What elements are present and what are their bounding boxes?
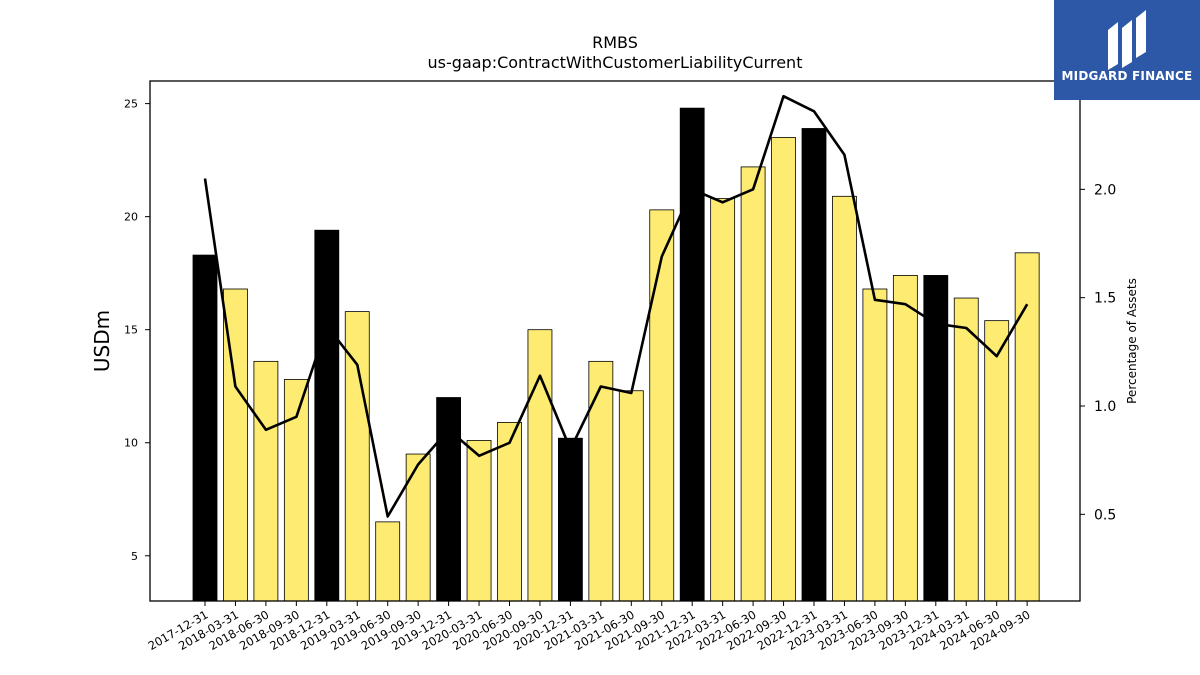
x-axis: 2017-12-312018-03-312018-06-302018-09-30… bbox=[146, 601, 1033, 653]
bar-2024-06-30 bbox=[984, 320, 1010, 602]
bar-2019-06-30 bbox=[375, 521, 401, 602]
y-right-tick-label: 1.0 bbox=[1094, 399, 1116, 415]
bar-2021-12-31 bbox=[679, 107, 705, 602]
plot-frame bbox=[149, 80, 1081, 602]
bar-2020-03-31 bbox=[466, 440, 492, 602]
chart-title: RMBS bbox=[592, 33, 638, 52]
bar-2018-06-30 bbox=[253, 360, 279, 602]
bar-2018-12-31 bbox=[314, 229, 340, 602]
percentage-of-assets-line bbox=[203, 94, 1029, 518]
y-right-tick-label: 0.5 bbox=[1094, 507, 1116, 523]
bar-2023-12-31 bbox=[923, 275, 949, 602]
y-axis-right-label: Percentage of Assets bbox=[1125, 278, 1139, 404]
bar-2023-06-30 bbox=[862, 288, 888, 602]
bar-2017-12-31 bbox=[192, 254, 218, 602]
bar-2021-09-30 bbox=[649, 209, 675, 602]
y-right-tick-label: 2.0 bbox=[1094, 182, 1116, 198]
bar-2024-03-31 bbox=[953, 297, 979, 602]
line-series bbox=[203, 94, 1029, 518]
y-axis-right: 0.5 1.0 1.5 2.0 bbox=[1080, 182, 1116, 523]
bar-2021-06-30 bbox=[618, 390, 644, 602]
bar-2019-09-30 bbox=[405, 453, 431, 602]
bar-2024-09-30 bbox=[1014, 252, 1040, 602]
midgard-logo-icon bbox=[1108, 10, 1146, 70]
y-tick-label: 20 bbox=[124, 211, 138, 224]
bar-2023-03-31 bbox=[832, 195, 857, 602]
bar-2020-06-30 bbox=[497, 421, 522, 602]
brand-logo: MIDGARD FINANCE bbox=[1054, 0, 1200, 100]
bar-2019-12-31 bbox=[436, 397, 462, 602]
bar-series bbox=[192, 107, 1040, 602]
chart-subtitle: us-gaap:ContractWithCustomerLiabilityCur… bbox=[428, 53, 803, 72]
bar-2019-03-31 bbox=[344, 311, 370, 602]
bar-2020-12-31 bbox=[558, 437, 583, 602]
bar-2022-12-31 bbox=[801, 128, 827, 602]
y-tick-label: 10 bbox=[124, 437, 138, 450]
y-tick-label: 25 bbox=[124, 98, 138, 111]
bar-2021-03-31 bbox=[588, 360, 614, 602]
y-axis-label: USDm bbox=[90, 310, 114, 372]
bar-2022-06-30 bbox=[740, 166, 766, 602]
y-right-tick-label: 1.5 bbox=[1094, 291, 1116, 307]
brand-name: MIDGARD FINANCE bbox=[1061, 69, 1193, 83]
bar-2022-03-31 bbox=[710, 198, 736, 602]
y-tick-label: 5 bbox=[131, 550, 138, 563]
bar-2020-09-30 bbox=[527, 329, 553, 602]
bar-2023-09-30 bbox=[892, 275, 918, 602]
y-axis-left: 5 10 15 20 25 bbox=[124, 98, 150, 563]
bar-2018-09-30 bbox=[283, 379, 309, 602]
bar-2022-09-30 bbox=[771, 137, 796, 602]
y-tick-label: 15 bbox=[124, 324, 138, 337]
